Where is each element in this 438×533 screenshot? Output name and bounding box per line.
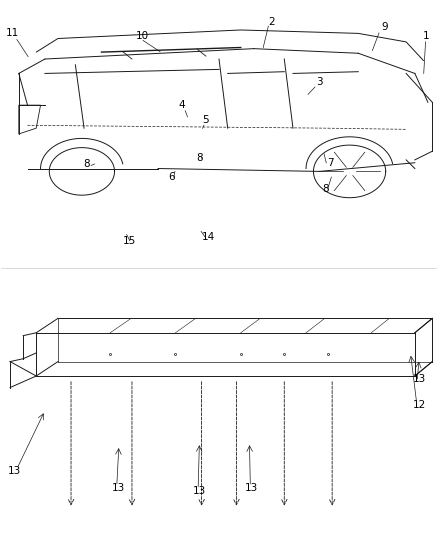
Text: 4: 4 <box>179 100 185 110</box>
Text: 14: 14 <box>201 231 215 241</box>
Text: 7: 7 <box>327 158 333 168</box>
Text: 13: 13 <box>245 483 258 494</box>
Text: 15: 15 <box>123 236 136 246</box>
Text: 2: 2 <box>268 17 275 27</box>
Text: 13: 13 <box>8 466 21 476</box>
Text: 9: 9 <box>381 22 388 33</box>
Text: 8: 8 <box>83 159 89 169</box>
Text: 5: 5 <box>203 115 209 125</box>
Text: 12: 12 <box>413 400 426 410</box>
Text: 13: 13 <box>413 374 426 384</box>
Text: 13: 13 <box>193 486 206 496</box>
Text: 1: 1 <box>422 31 429 41</box>
Text: 8: 8 <box>196 153 203 163</box>
Text: 6: 6 <box>168 172 174 182</box>
Text: 10: 10 <box>136 31 149 41</box>
Text: 11: 11 <box>6 28 19 38</box>
Text: 3: 3 <box>316 77 322 87</box>
Text: 8: 8 <box>322 184 329 193</box>
Text: 13: 13 <box>112 483 126 494</box>
